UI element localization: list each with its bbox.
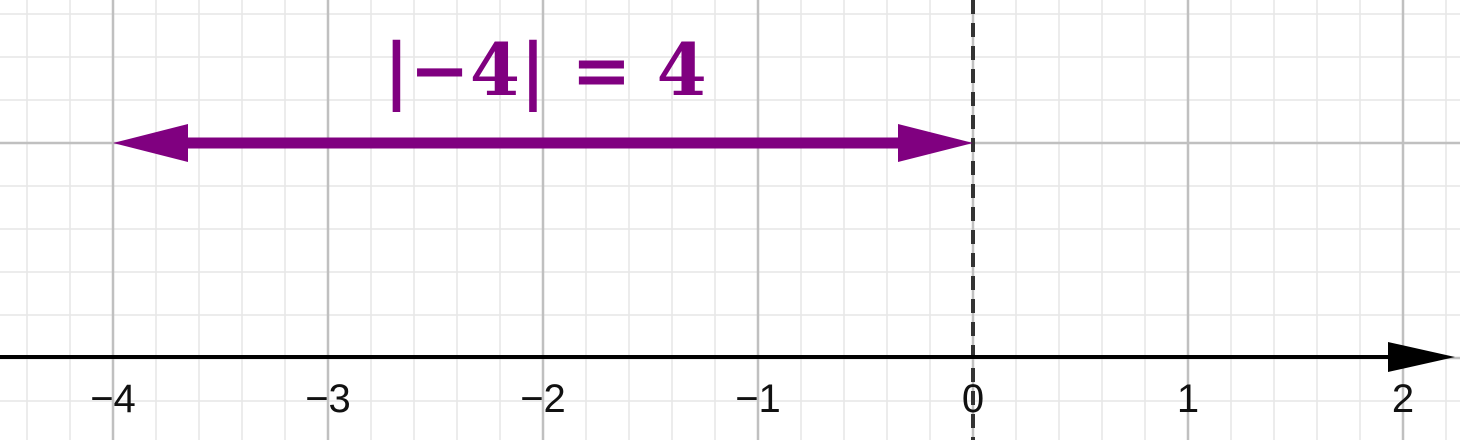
tick-label: 1 (1177, 377, 1199, 421)
tick-label: −1 (735, 377, 781, 421)
distance-arrow (113, 124, 973, 162)
tick-label: −4 (90, 377, 136, 421)
tick-label: −2 (520, 377, 566, 421)
right-arrowhead-icon (898, 124, 973, 162)
number-axis (0, 342, 1455, 372)
tick-label: 0 (962, 377, 984, 421)
absolute-value-annotation: |−4| = 4 (383, 27, 706, 112)
left-arrowhead-icon (113, 124, 188, 162)
tick-labels: −4 −3 −2 −1 0 1 2 (90, 377, 1414, 421)
tick-label: −3 (305, 377, 351, 421)
tick-label: 2 (1392, 377, 1414, 421)
axis-arrowhead-icon (1388, 342, 1455, 372)
